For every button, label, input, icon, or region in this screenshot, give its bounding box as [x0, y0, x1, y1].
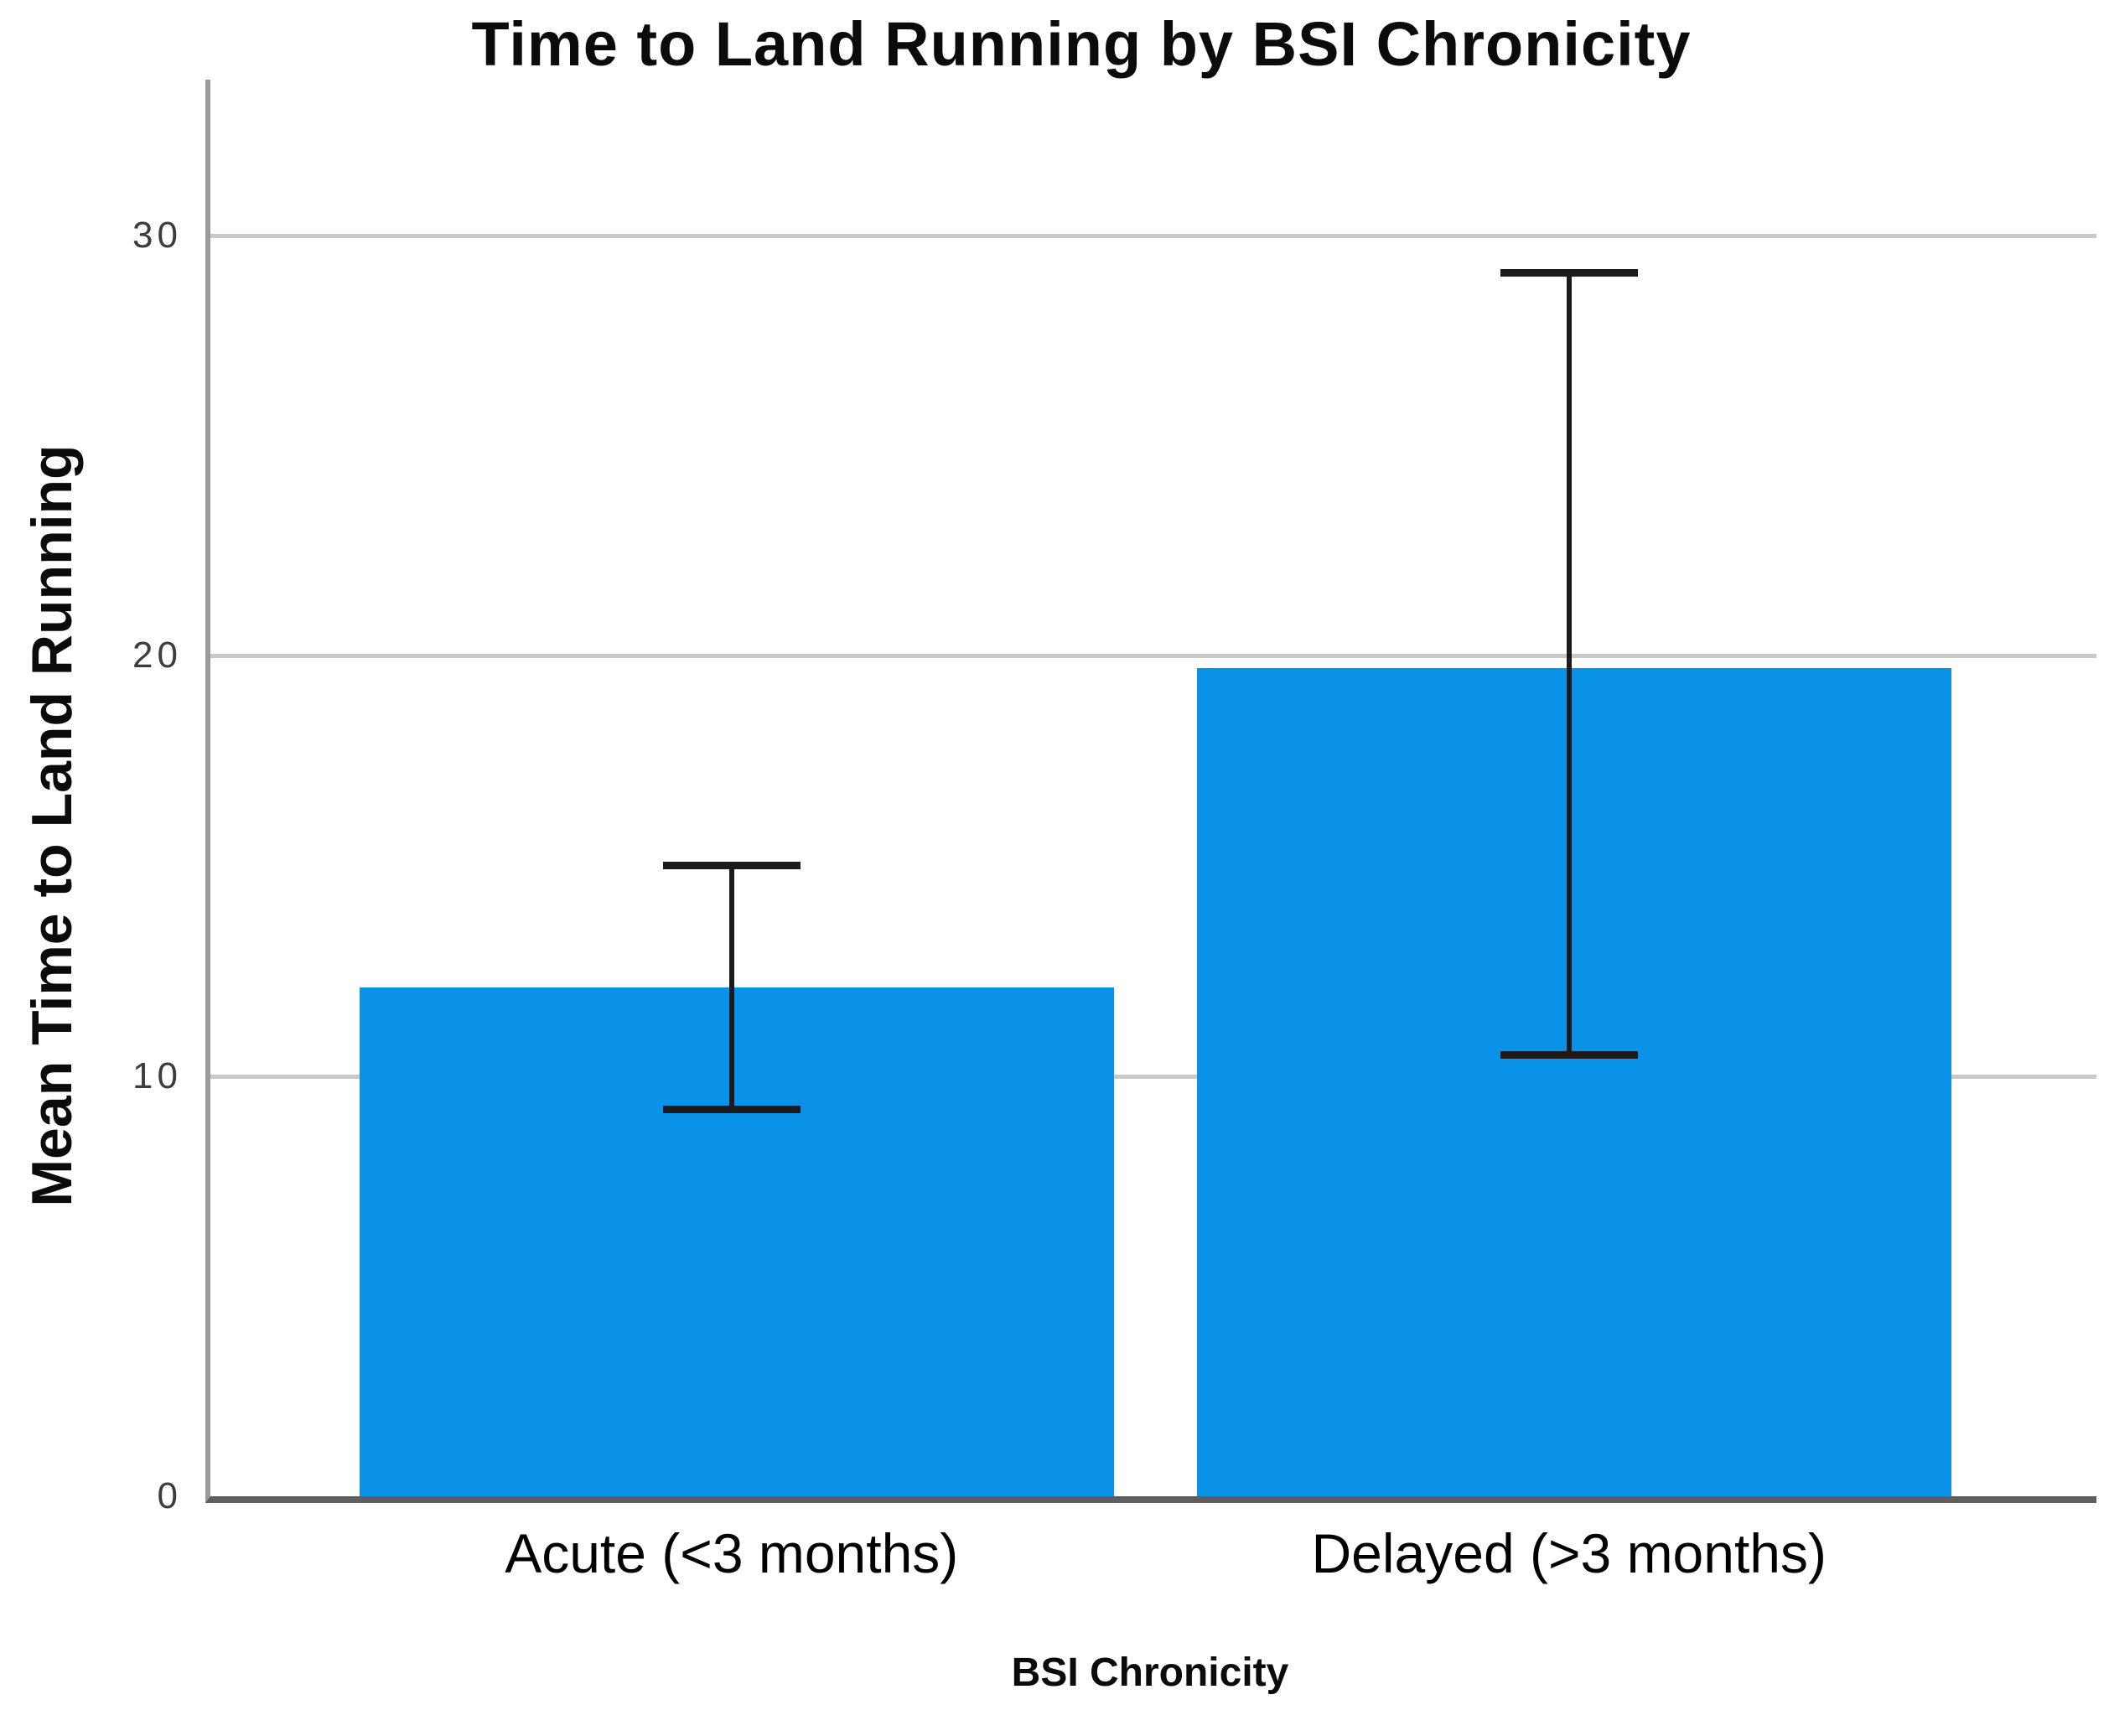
- error-bar: [1566, 272, 1572, 1055]
- error-bar-bottom-cap: [662, 1106, 801, 1114]
- error-bar-top-cap: [662, 862, 801, 870]
- x-category-label: Delayed (>3 months): [1311, 1522, 1827, 1584]
- y-tick-label: 0: [157, 1475, 182, 1516]
- error-bar-bottom-cap: [1500, 1050, 1638, 1059]
- bar: [1196, 668, 1951, 1496]
- gridline: [210, 1074, 2096, 1079]
- x-axis-title: BSI Chronicity: [1011, 1650, 1289, 1695]
- error-bar-top-cap: [1500, 269, 1638, 277]
- plot-area: [205, 80, 2096, 1503]
- bar: [359, 987, 1114, 1496]
- gridline: [210, 654, 2096, 659]
- chart-title: Time to Land Running by BSI Chronicity: [471, 9, 1692, 79]
- y-tick-label: 10: [132, 1055, 182, 1096]
- error-bar: [728, 865, 734, 1110]
- y-tick-label: 30: [132, 214, 182, 256]
- gridline: [210, 233, 2096, 238]
- y-tick-label: 20: [132, 635, 182, 676]
- x-category-label: Acute (<3 months): [505, 1522, 959, 1584]
